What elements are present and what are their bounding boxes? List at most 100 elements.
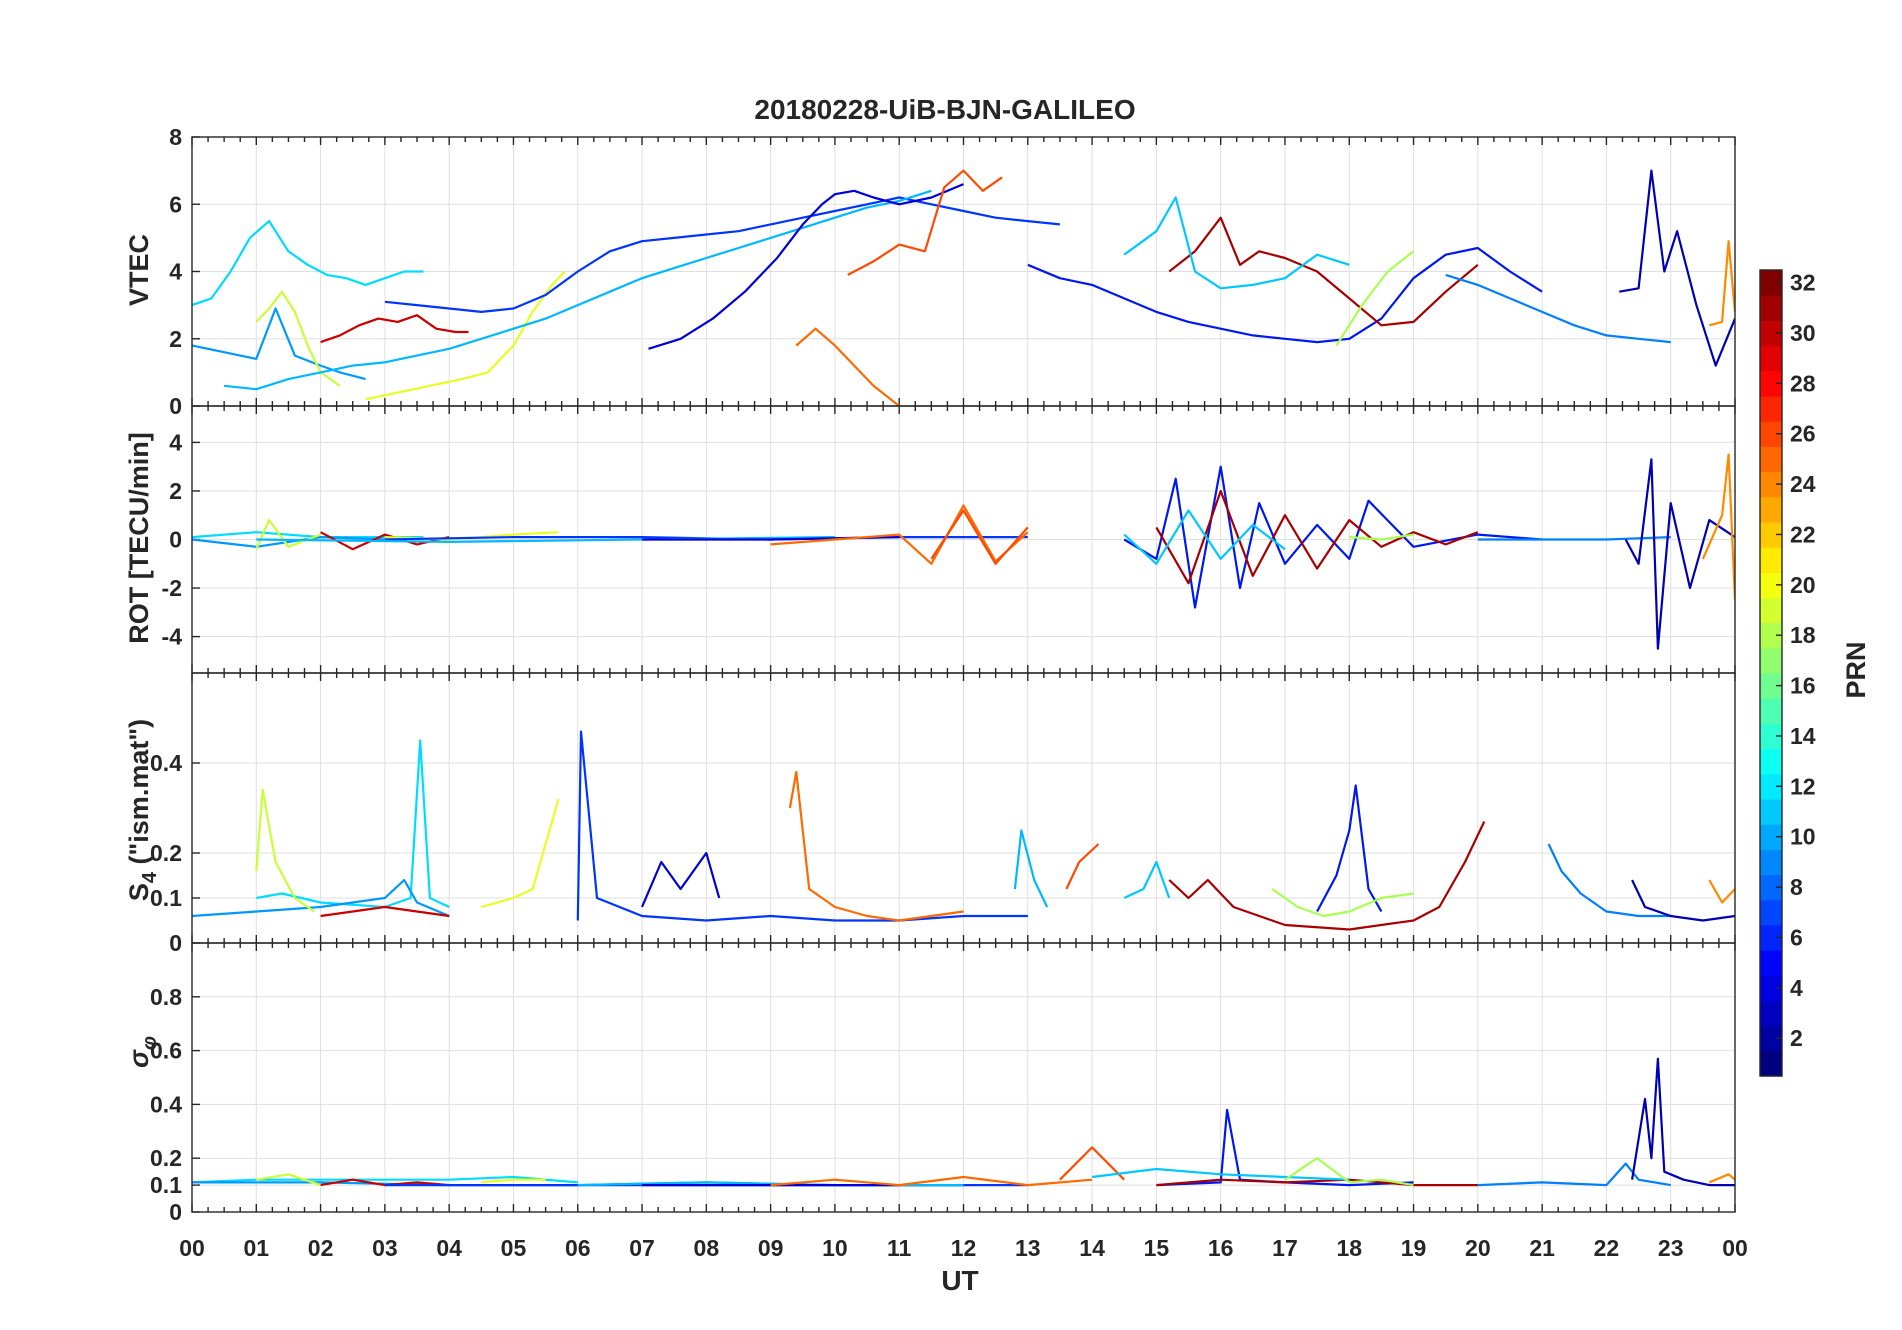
colorbar-swatch [1760,723,1782,750]
series-line-prn-18 [1271,888,1414,918]
series-group [192,730,1735,931]
y-tick-label: 0 [169,527,182,553]
x-tick-label: 04 [436,1235,462,1261]
series-line-prn-12 [1123,196,1350,290]
s4-label-rest: ("ism.mat") [124,719,154,872]
series-line-prn-24 [1708,1173,1735,1184]
colorbar-swatch [1760,773,1782,800]
colorbar-swatch [1760,345,1782,372]
colorbar-swatch [1760,748,1782,775]
series-line-prn-9 [192,536,385,548]
sigma-axis-label: σφ [124,1036,161,1068]
series-line-prn-20 [365,270,566,401]
s4-axis-label: S4 ("ism.mat") [124,719,161,901]
sigma-label-sub: φ [139,1036,161,1050]
colorbar-tick-label: 16 [1790,673,1816,699]
y-tick-label: 8 [169,124,182,150]
y-tick-label: 2 [169,326,182,352]
x-tick-label: 21 [1529,1235,1555,1261]
series-line-prn-26 [847,169,1003,276]
colorbar-tick-label: 12 [1790,773,1816,799]
series-line-prn-2 [1624,458,1735,650]
colorbar-swatch [1760,597,1782,624]
series-line-prn-18 [1349,533,1414,541]
s4-label-main: S [124,883,154,901]
x-axis-label: UT [941,1265,978,1296]
y-tick-label: 0.8 [150,984,182,1010]
x-axis-ticks: 00 01 02 03 04 05 06 07 08 09 10 11 12 13 14 15 16 17 18 19… [179,1235,1748,1261]
x-tick-label: 10 [822,1235,848,1261]
series-line-prn-20 [481,1178,546,1184]
x-tick-label: 12 [951,1235,977,1261]
y-tick-label: 0.1 [150,885,182,911]
series-line-prn-5 [384,196,1061,313]
series-line-prn-13 [223,189,932,391]
colorbar-tick-label: 26 [1790,421,1816,447]
series-line-prn-4 [1027,246,1543,344]
x-tick-label: 17 [1272,1235,1298,1261]
series-line-prn-31 [1156,1178,1478,1187]
colorbar-swatch [1760,395,1782,422]
series-line-prn-3 [648,183,964,350]
series-line-prn-26 [1059,1146,1125,1181]
series-line-prn-18 [1284,1157,1414,1187]
colorbar-tick-label: 6 [1790,924,1803,950]
y-tick-label: 0.2 [150,1145,182,1171]
series-group [192,169,1735,406]
series-line-prn-26 [1065,843,1100,890]
x-tick-label: 02 [308,1235,334,1261]
series-line-prn-10 [1445,273,1671,344]
sigma-label-main: σ [124,1049,154,1068]
y-tick-label: 0.1 [150,1172,182,1198]
colorbar-tick-label: 2 [1790,1025,1803,1051]
colorbar-tick-label: 8 [1790,874,1803,900]
colorbar-swatch [1760,1050,1782,1077]
s4-panel: 0 0.1 0.2 0.4 [150,672,1736,956]
x-tick-label: 01 [243,1235,269,1261]
colorbar-tick-label: 10 [1790,824,1816,850]
colorbar-swatch [1760,446,1782,473]
series-line-prn-31 [1168,216,1479,327]
colorbar-swatch [1760,798,1782,825]
series-line-prn-20 [481,798,560,909]
colorbar-swatch [1760,547,1782,573]
x-tick-label: 11 [887,1235,912,1261]
y-tick-label: 4 [169,429,182,455]
colorbar-swatch [1760,521,1782,548]
series-line-prn-9 [192,878,450,918]
series-line-prn-19 [255,788,315,913]
series-line-prn-31 [1168,821,1486,931]
colorbar-frame [1759,269,1783,1077]
series-line-prn-31 [1155,489,1479,585]
x-tick-label: 15 [1144,1235,1170,1261]
y-tick-label: -2 [162,575,182,601]
series-line-prn-2 [1619,169,1735,367]
series-line-prn-26 [930,509,1029,565]
colorbar-swatch [1760,899,1782,926]
colorbar-label: PRN [1841,641,1871,698]
colorbar-swatch [1760,849,1782,876]
colorbar-swatch [1760,975,1782,1002]
series-line-prn-24 [1709,240,1735,327]
rot-panel: -4 -2 0 2 4 [162,405,1736,674]
series-line-prn-25 [788,770,964,922]
colorbar-swatch [1760,1000,1782,1027]
colorbar-tick-label: 28 [1790,370,1816,396]
x-tick-label: 00 [1722,1235,1748,1261]
colorbar-swatch [1760,698,1782,724]
series-line-prn-10 [1477,1162,1671,1187]
x-tick-label: 23 [1658,1235,1684,1261]
colorbar-swatch [1760,270,1782,296]
vtec-panel: 0 2 4 6 8 [169,124,1736,419]
colorbar-swatch [1760,370,1782,397]
series-line-prn-30 [320,314,469,344]
series-group [192,1057,1735,1187]
series-line-prn-30 [320,905,450,918]
y-tick-label: 6 [169,191,182,217]
colorbar-tick-label: 14 [1790,723,1816,749]
series-line-prn-24 [1708,879,1735,904]
series-line-prn-12 [1123,860,1171,899]
colorbar-tick-label: 20 [1790,572,1816,598]
chart-title: 20180228-UiB-BJN-GALILEO [754,94,1135,125]
